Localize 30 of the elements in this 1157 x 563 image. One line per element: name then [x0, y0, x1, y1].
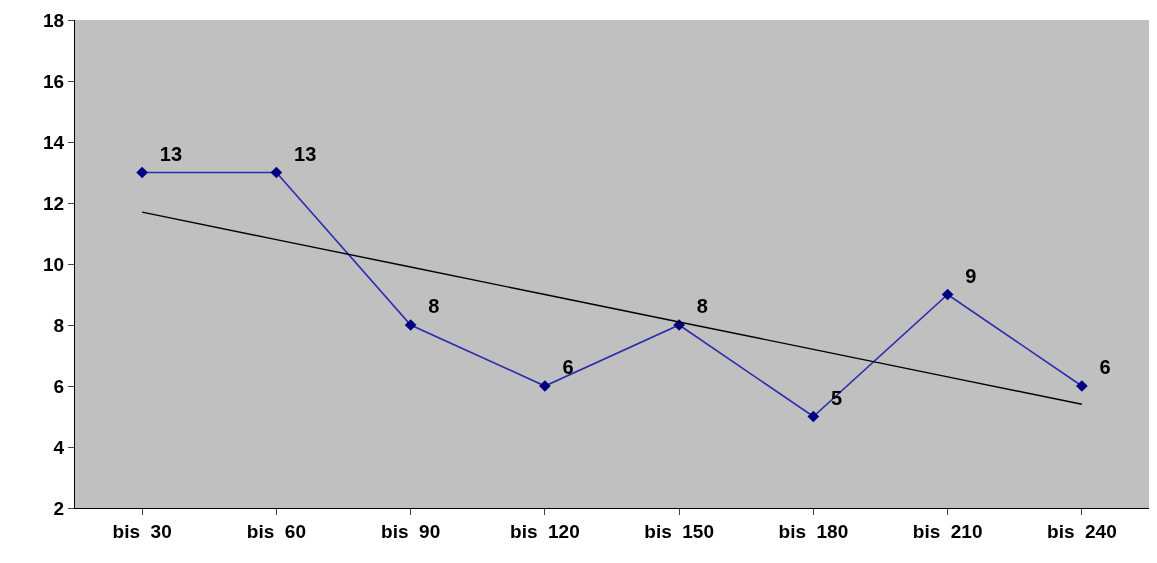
y-tick-label: 2	[53, 497, 65, 519]
y-tick-label: 4	[53, 436, 65, 458]
point	[270, 166, 283, 179]
data-label: 8	[417, 295, 440, 318]
point	[404, 319, 417, 331]
data-label: 13	[283, 142, 317, 165]
data-label: 13	[148, 142, 183, 165]
line-series	[141, 211, 1083, 405]
x-tick-label: bis 60	[246, 520, 306, 542]
y-tick-label: 18	[43, 9, 65, 31]
x-tick-label: bis 240	[1047, 520, 1117, 542]
x-tick-label: bis 210	[912, 520, 983, 542]
x-tick-label: bis 90	[381, 520, 441, 542]
x-tick-label: bis 180	[778, 520, 849, 542]
data-label: 9	[954, 264, 977, 287]
x-tick-label: bis 30	[112, 520, 172, 542]
y-tick-label: 10	[43, 253, 65, 275]
data-label: 8	[685, 295, 709, 318]
y-tick-label: 6	[53, 375, 65, 397]
data-label: 6	[1088, 356, 1111, 379]
data-label: 6	[551, 356, 574, 379]
x-tick-label: bis 150	[644, 520, 714, 542]
y-tick-label: 14	[43, 131, 65, 153]
point	[136, 166, 148, 179]
y-tick-label: 12	[43, 192, 65, 214]
x-tick-label: bis 120	[510, 520, 580, 542]
point	[941, 288, 954, 301]
y-tick-label: 8	[53, 314, 65, 336]
y-tick-label: 16	[43, 70, 65, 92]
point	[807, 410, 820, 423]
